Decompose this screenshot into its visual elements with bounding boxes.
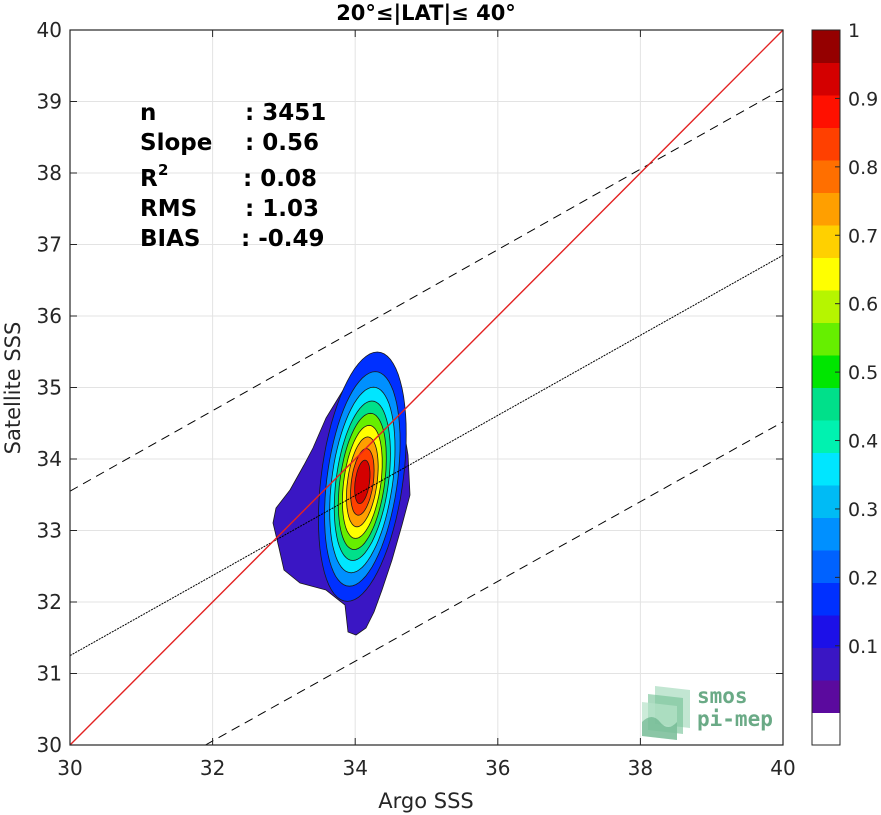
colorbar-tick-label: 1 [848,20,860,42]
smos-pimep-logo: smos pi-mep [642,684,773,740]
colorbar-segment [812,517,840,551]
y-tick-label: 34 [37,447,62,471]
stat-n-value: : 3451 [245,100,326,126]
colorbar-segment [812,420,840,453]
identity-line [70,30,783,745]
stat-r2-sup: 2 [158,161,168,179]
stats-box: n : 3451 Slope : 0.56 R 2 : 0.08 RMS : 1… [140,100,326,252]
colorbar-segment [812,95,840,128]
x-tick-label: 36 [485,756,510,780]
colorbar-segment [812,582,840,616]
colorbar-segment [812,485,840,518]
x-tick-label: 40 [770,756,795,780]
stat-r2-label: R [140,166,158,192]
colorbar: 0.1 0.2 0.3 0.4 0.5 0.6 0.7 0.8 0.9 1 [811,20,878,746]
colorbar-segment [812,257,840,291]
regression-line [70,254,783,657]
y-axis-label: Satellite SSS [1,322,25,455]
stat-r2-value: : 0.08 [243,166,317,192]
colorbar-segment [812,127,840,161]
lower-rms-line [205,421,783,745]
chart-title: 20°≤|LAT|≤ 40° [336,1,516,26]
stat-rms-value: : 1.03 [245,196,319,222]
colorbar-tick-label: 0.3 [848,499,878,521]
colorbar-tick-label: 0.5 [848,362,878,384]
colorbar-segment [812,647,840,681]
y-tick-label: 32 [37,590,62,614]
y-tick-label: 37 [37,233,62,257]
y-tick-label: 39 [37,90,62,114]
logo-text-smos: smos [697,684,748,708]
stat-n-label: n [140,100,156,126]
stat-slope-value: : 0.56 [245,130,319,156]
y-tick-label: 35 [37,376,62,400]
y-axis-ticks: 30 31 32 33 34 35 36 37 38 39 40 [37,18,783,757]
y-tick-label: 38 [37,161,62,185]
upper-rms-line [70,88,783,492]
colorbar-tick-label: 0.6 [848,294,878,316]
colorbar-tick-label: 0.9 [848,88,878,110]
colorbar-segment [812,30,840,63]
y-tick-label: 30 [37,733,62,757]
x-tick-label: 38 [628,756,653,780]
reference-lines [70,30,783,745]
colorbar-segment [812,290,840,323]
colorbar-segment [812,550,840,583]
stat-bias-label: BIAS [140,226,200,252]
colorbar-tick-label: 0.7 [848,225,878,247]
colorbar-segment [812,225,840,258]
colorbar-segment [812,387,840,421]
logo-icon [642,686,690,740]
x-tick-label: 32 [200,756,225,780]
colorbar-tick-label: 0.4 [848,431,878,453]
colorbar-segment [812,62,840,96]
y-tick-label: 31 [37,662,62,686]
x-axis-ticks: 30 32 34 36 38 40 [57,30,796,780]
logo-text-pimep: pi-mep [697,707,773,731]
colorbar-tick-label: 0.2 [848,567,878,589]
colorbar-segment [812,355,840,388]
stat-bias-value: : -0.49 [241,226,325,252]
y-tick-label: 36 [37,304,62,328]
colorbar-tick-label: 0.8 [848,157,878,179]
stat-rms-label: RMS [140,196,197,222]
contour-level [354,459,371,505]
colorbar-tick-label: 0.1 [848,636,878,658]
grid-lines [69,29,784,746]
colorbar-segment [812,452,840,486]
colorbar-segment [812,712,840,746]
colorbar-segment [812,322,840,356]
y-tick-label: 40 [37,18,62,42]
colorbar-segment [812,160,840,193]
stat-slope-label: Slope [140,130,212,156]
x-tick-label: 34 [342,756,367,780]
x-tick-label: 30 [57,756,82,780]
y-tick-label: 33 [37,519,62,543]
colorbar-segment [812,615,840,648]
colorbar-segment [812,192,840,226]
x-axis-label: Argo SSS [378,789,473,813]
colorbar-frame [811,29,841,746]
colorbar-segment [812,680,840,713]
